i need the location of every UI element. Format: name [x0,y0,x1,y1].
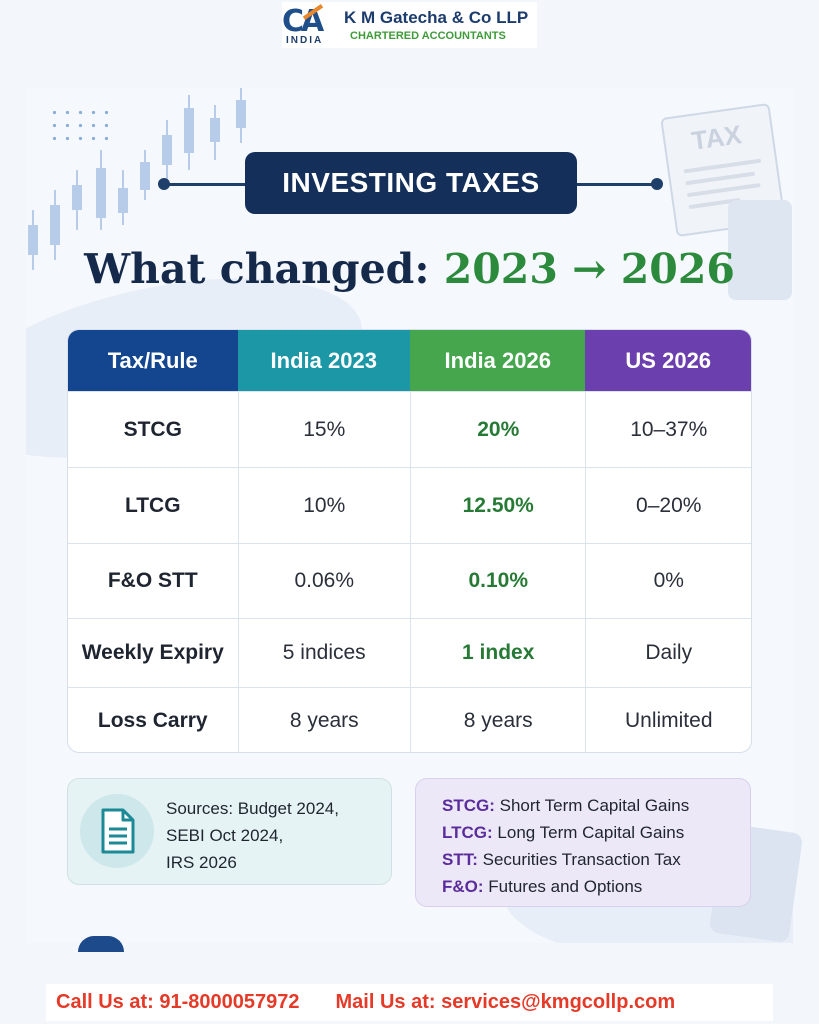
calculator-icon [728,200,792,300]
rule-name: F&O STT [107,569,198,592]
headline-prefix: What changed: [84,245,430,293]
dot-grid-decoration [48,106,108,146]
table-cell: 0% [585,544,751,618]
table-cell: 12.50% [410,468,585,543]
logo-country: INDIA [286,35,324,46]
column-header: India 2023 [237,330,410,391]
ca-logo-icon: CA INDIA [282,2,342,48]
tax-comparison-table: Tax/Rule India 2023 India 2026 US 2026 S… [67,329,752,753]
column-header: Tax/Rule [68,330,238,391]
table-cell: 0.06% [237,544,411,618]
glossary-definition: Short Term Capital Gains [499,796,690,815]
rule-name: Weekly Expiry [81,641,224,664]
table-cell: 1 index [410,619,585,687]
source-line: Sources: Budget 2024, [166,799,339,818]
table-header-row: Tax/Rule India 2023 India 2026 US 2026 [68,330,751,391]
rule-name: LTCG [124,493,181,517]
table-cell: 8 years [410,688,585,752]
sources-text: Sources: Budget 2024, SEBI Oct 2024, IRS… [166,795,339,876]
table-row: Loss Carry 8 years 8 years Unlimited [68,687,751,752]
rule-name: STCG [123,417,182,441]
table-cell: 0.10% [410,544,585,618]
table-cell: 10% [237,468,411,543]
title-badge: INVESTING TAXES [245,152,577,214]
table-row: LTCG 10% 12.50% 0–20% [68,467,751,543]
glossary-definition: Futures and Options [488,877,643,896]
table-cell: 5 indices [237,619,411,687]
glossary-term: F&O: [442,877,484,896]
tax-doc-label: TAX [689,119,744,156]
table-cell: 20% [410,392,585,467]
column-header: India 2026 [410,330,586,391]
source-line: SEBI Oct 2024, [166,826,284,845]
call-us-link[interactable]: Call Us at: 91-8000057972 [56,991,300,1013]
table-row: Weekly Expiry 5 indices 1 index Daily [68,618,751,687]
glossary-term: STT: [442,850,478,869]
glossary-term: STCG: [442,796,495,815]
title-line-right [574,183,658,186]
title-dot-left [158,178,170,190]
glossary-definition: Long Term Capital Gains [497,823,685,842]
glossary-item: STCG: Short Term Capital Gains [442,792,750,819]
glossary-item: LTCG: Long Term Capital Gains [442,819,750,846]
glossary-definition: Securities Transaction Tax [482,850,681,869]
table-cell: 10–37% [585,392,751,467]
contact-footer: Call Us at: 91-8000057972 Mail Us at: se… [46,984,773,1021]
headline-years: 2023 → 2026 [443,245,735,293]
decorative-circle [78,936,124,952]
table-row: F&O STT 0.06% 0.10% 0% [68,543,751,618]
source-line: IRS 2026 [166,853,237,872]
mail-us-link[interactable]: Mail Us at: services@kmgcollp.com [335,991,676,1013]
table-row: STCG 15% 20% 10–37% [68,391,751,467]
glossary-box: STCG: Short Term Capital Gains LTCG: Lon… [415,778,751,907]
table-cell: 15% [237,392,411,467]
title-dot-right [651,178,663,190]
headline: What changed: 2023 → 2026 [0,245,819,293]
firm-tagline: CHARTERED ACCOUNTANTS [350,30,506,42]
table-cell: Unlimited [585,688,751,752]
glossary-item: STT: Securities Transaction Tax [442,846,750,873]
rule-name: Loss Carry [97,708,208,732]
table-cell: 8 years [237,688,411,752]
sources-box: Sources: Budget 2024, SEBI Oct 2024, IRS… [67,778,392,885]
document-icon [80,794,154,868]
firm-logo: CA INDIA K M Gatecha & Co LLP CHARTERED … [282,2,537,48]
table-cell: 0–20% [585,468,751,543]
table-cell: Daily [585,619,751,687]
column-header: US 2026 [585,330,751,391]
title-line-left [164,183,248,186]
firm-name: K M Gatecha & Co LLP [344,8,529,27]
glossary-item: F&O: Futures and Options [442,873,750,900]
glossary-term: LTCG: [442,823,493,842]
